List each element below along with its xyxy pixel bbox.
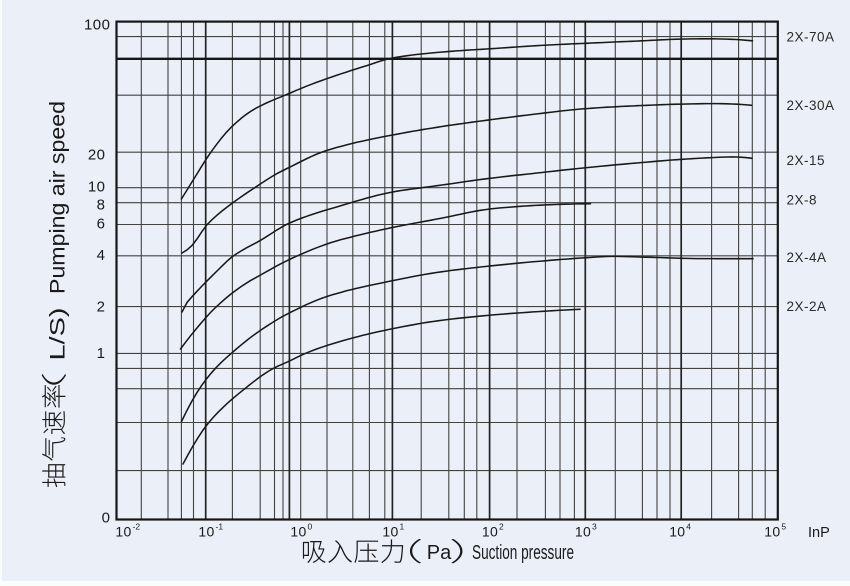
svg-text:10: 10: [198, 524, 214, 540]
svg-text:3: 3: [592, 522, 597, 532]
svg-text:Pumping air speed: Pumping air speed: [47, 101, 70, 294]
svg-text:-1: -1: [216, 522, 224, 532]
svg-text:2X-30A: 2X-30A: [787, 98, 835, 113]
svg-text:0: 0: [102, 509, 111, 526]
svg-text:2: 2: [97, 298, 106, 315]
svg-text:10: 10: [115, 524, 131, 540]
svg-text:8: 8: [97, 196, 106, 213]
svg-text:1: 1: [400, 522, 405, 532]
svg-text:L/S): L/S): [47, 308, 70, 361]
svg-text:2X-4A: 2X-4A: [787, 250, 827, 265]
svg-text:-2: -2: [133, 522, 141, 532]
svg-text:1: 1: [97, 345, 106, 362]
svg-text:10: 10: [575, 524, 591, 540]
svg-text:InP: InP: [808, 525, 830, 541]
svg-text:10: 10: [290, 524, 306, 540]
svg-text:Pa: Pa: [427, 542, 452, 564]
svg-text:100: 100: [84, 16, 111, 33]
svg-text:4: 4: [97, 247, 106, 264]
svg-text:0: 0: [308, 522, 313, 532]
svg-text:2X-70A: 2X-70A: [787, 30, 835, 45]
svg-text:10: 10: [382, 524, 398, 540]
svg-text:10: 10: [482, 524, 498, 540]
svg-text:Suction pressure: Suction pressure: [472, 542, 574, 564]
svg-text:20: 20: [88, 146, 106, 163]
svg-text:5: 5: [781, 522, 786, 532]
svg-text:2X-15: 2X-15: [787, 153, 826, 168]
svg-text:10: 10: [764, 524, 780, 540]
svg-text:2X-2A: 2X-2A: [787, 299, 827, 314]
svg-text:10: 10: [88, 178, 106, 195]
svg-text:10: 10: [669, 524, 685, 540]
svg-text:2: 2: [499, 522, 504, 532]
svg-text:4: 4: [686, 522, 691, 532]
svg-text:2X-8: 2X-8: [787, 193, 818, 208]
svg-text:6: 6: [97, 215, 106, 232]
